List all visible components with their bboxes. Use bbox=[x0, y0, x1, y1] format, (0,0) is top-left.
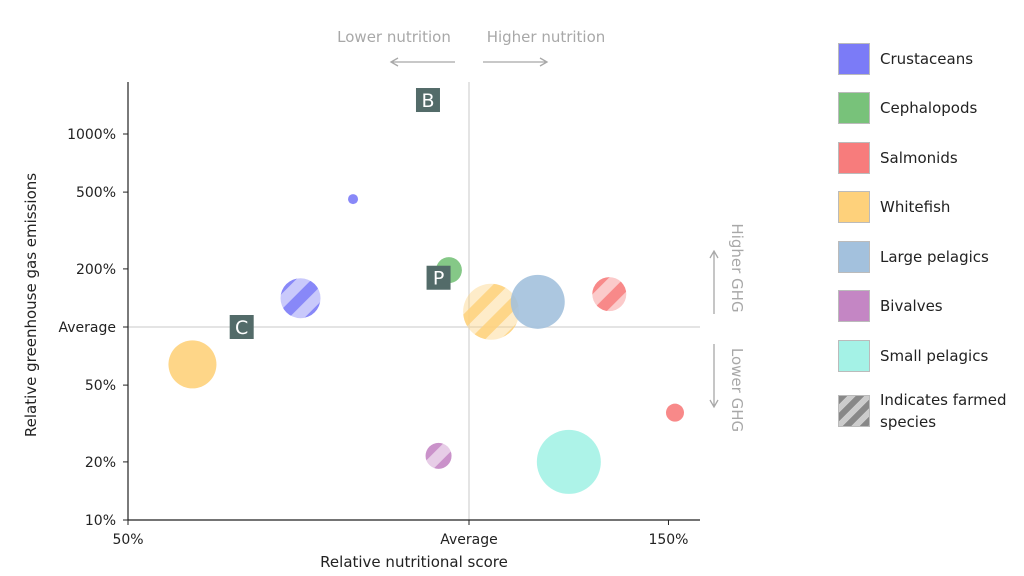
marker-label: C bbox=[235, 317, 248, 339]
bubble-whitefish bbox=[168, 340, 217, 389]
legend-swatch bbox=[838, 290, 870, 323]
legend-label: Small pelagics bbox=[880, 346, 989, 365]
bubble-whitefish-farmed bbox=[463, 283, 520, 340]
bubble-salmonids-farmed bbox=[592, 277, 627, 312]
higher-nutrition-label: Higher nutrition bbox=[487, 28, 606, 46]
x-tick-label: 50% bbox=[112, 532, 143, 548]
y-tick-label: 500% bbox=[76, 185, 116, 201]
legend-label: Indicates farmed species bbox=[880, 390, 1007, 431]
y-tick-label: 20% bbox=[85, 455, 116, 471]
y-tick-label: 200% bbox=[76, 262, 116, 278]
legend-label: Salmonids bbox=[880, 148, 958, 167]
legend-item-crustaceans: Crustaceans bbox=[838, 34, 1020, 84]
legend-label: Crustaceans bbox=[880, 49, 974, 68]
y-axis-label: Relative greenhouse gas emissions bbox=[22, 173, 40, 437]
legend-label: Whitefish bbox=[880, 198, 951, 217]
lower-nutrition-label: Lower nutrition bbox=[337, 28, 451, 46]
legend-item-farmed: Indicates farmed species bbox=[838, 381, 1020, 441]
bubble-bivalves-farmed bbox=[425, 442, 452, 469]
left-arrow-icon bbox=[389, 57, 455, 67]
legend-swatch bbox=[838, 191, 870, 224]
up-arrow-icon bbox=[709, 249, 719, 314]
legend-item-whitefish: Whitefish bbox=[838, 183, 1020, 233]
legend-item-bivalves: Bivalves bbox=[838, 282, 1020, 332]
bubble-large-pelagics bbox=[510, 274, 565, 329]
marker-label: B bbox=[421, 90, 434, 112]
bubble-crustaceans bbox=[348, 194, 359, 205]
right-arrow-icon bbox=[483, 57, 549, 67]
y-tick-label: 50% bbox=[85, 378, 116, 394]
bubble-crustaceans-farmed bbox=[280, 278, 321, 319]
x-axis-label: Relative nutritional score bbox=[320, 553, 508, 571]
marker-B: B bbox=[415, 88, 440, 113]
marker-box bbox=[415, 88, 440, 113]
legend-label: Bivalves bbox=[880, 297, 943, 316]
legend-swatch bbox=[838, 141, 870, 174]
marker-C: C bbox=[229, 315, 254, 339]
marker-box bbox=[229, 315, 254, 339]
legend-label: Large pelagics bbox=[880, 247, 989, 266]
legend-swatch bbox=[838, 92, 870, 125]
farmed-hatch-swatch bbox=[838, 394, 870, 427]
legend-label: Cephalopods bbox=[880, 99, 978, 118]
marker-P: P bbox=[426, 265, 451, 290]
legend-swatch bbox=[838, 42, 870, 75]
legend-item-salmonids: Salmonids bbox=[838, 133, 1020, 183]
y-tick-label: 10% bbox=[85, 513, 116, 529]
x-tick-label: Average bbox=[440, 532, 498, 548]
x-tick-label: 150% bbox=[648, 532, 688, 548]
y-tick-label: Average bbox=[59, 320, 117, 336]
marker-box bbox=[426, 265, 451, 290]
higher-ghg-label: Higher GHG bbox=[728, 223, 746, 312]
legend-item-small-pelagics: Small pelagics bbox=[838, 331, 1020, 381]
legend-swatch bbox=[838, 240, 870, 273]
down-arrow-icon bbox=[709, 344, 719, 409]
y-tick-label: 1000% bbox=[67, 127, 116, 143]
legend-item-large-pelagics: Large pelagics bbox=[838, 232, 1020, 282]
bubble-salmonids bbox=[665, 403, 684, 422]
bubble-small-pelagics bbox=[536, 429, 601, 494]
lower-ghg-label: Lower GHG bbox=[728, 348, 746, 432]
legend: Crustaceans Cephalopods Salmonids Whitef… bbox=[838, 34, 1020, 441]
legend-swatch bbox=[838, 339, 870, 372]
legend-item-cephalopods: Cephalopods bbox=[838, 84, 1020, 134]
marker-label: P bbox=[433, 268, 444, 290]
